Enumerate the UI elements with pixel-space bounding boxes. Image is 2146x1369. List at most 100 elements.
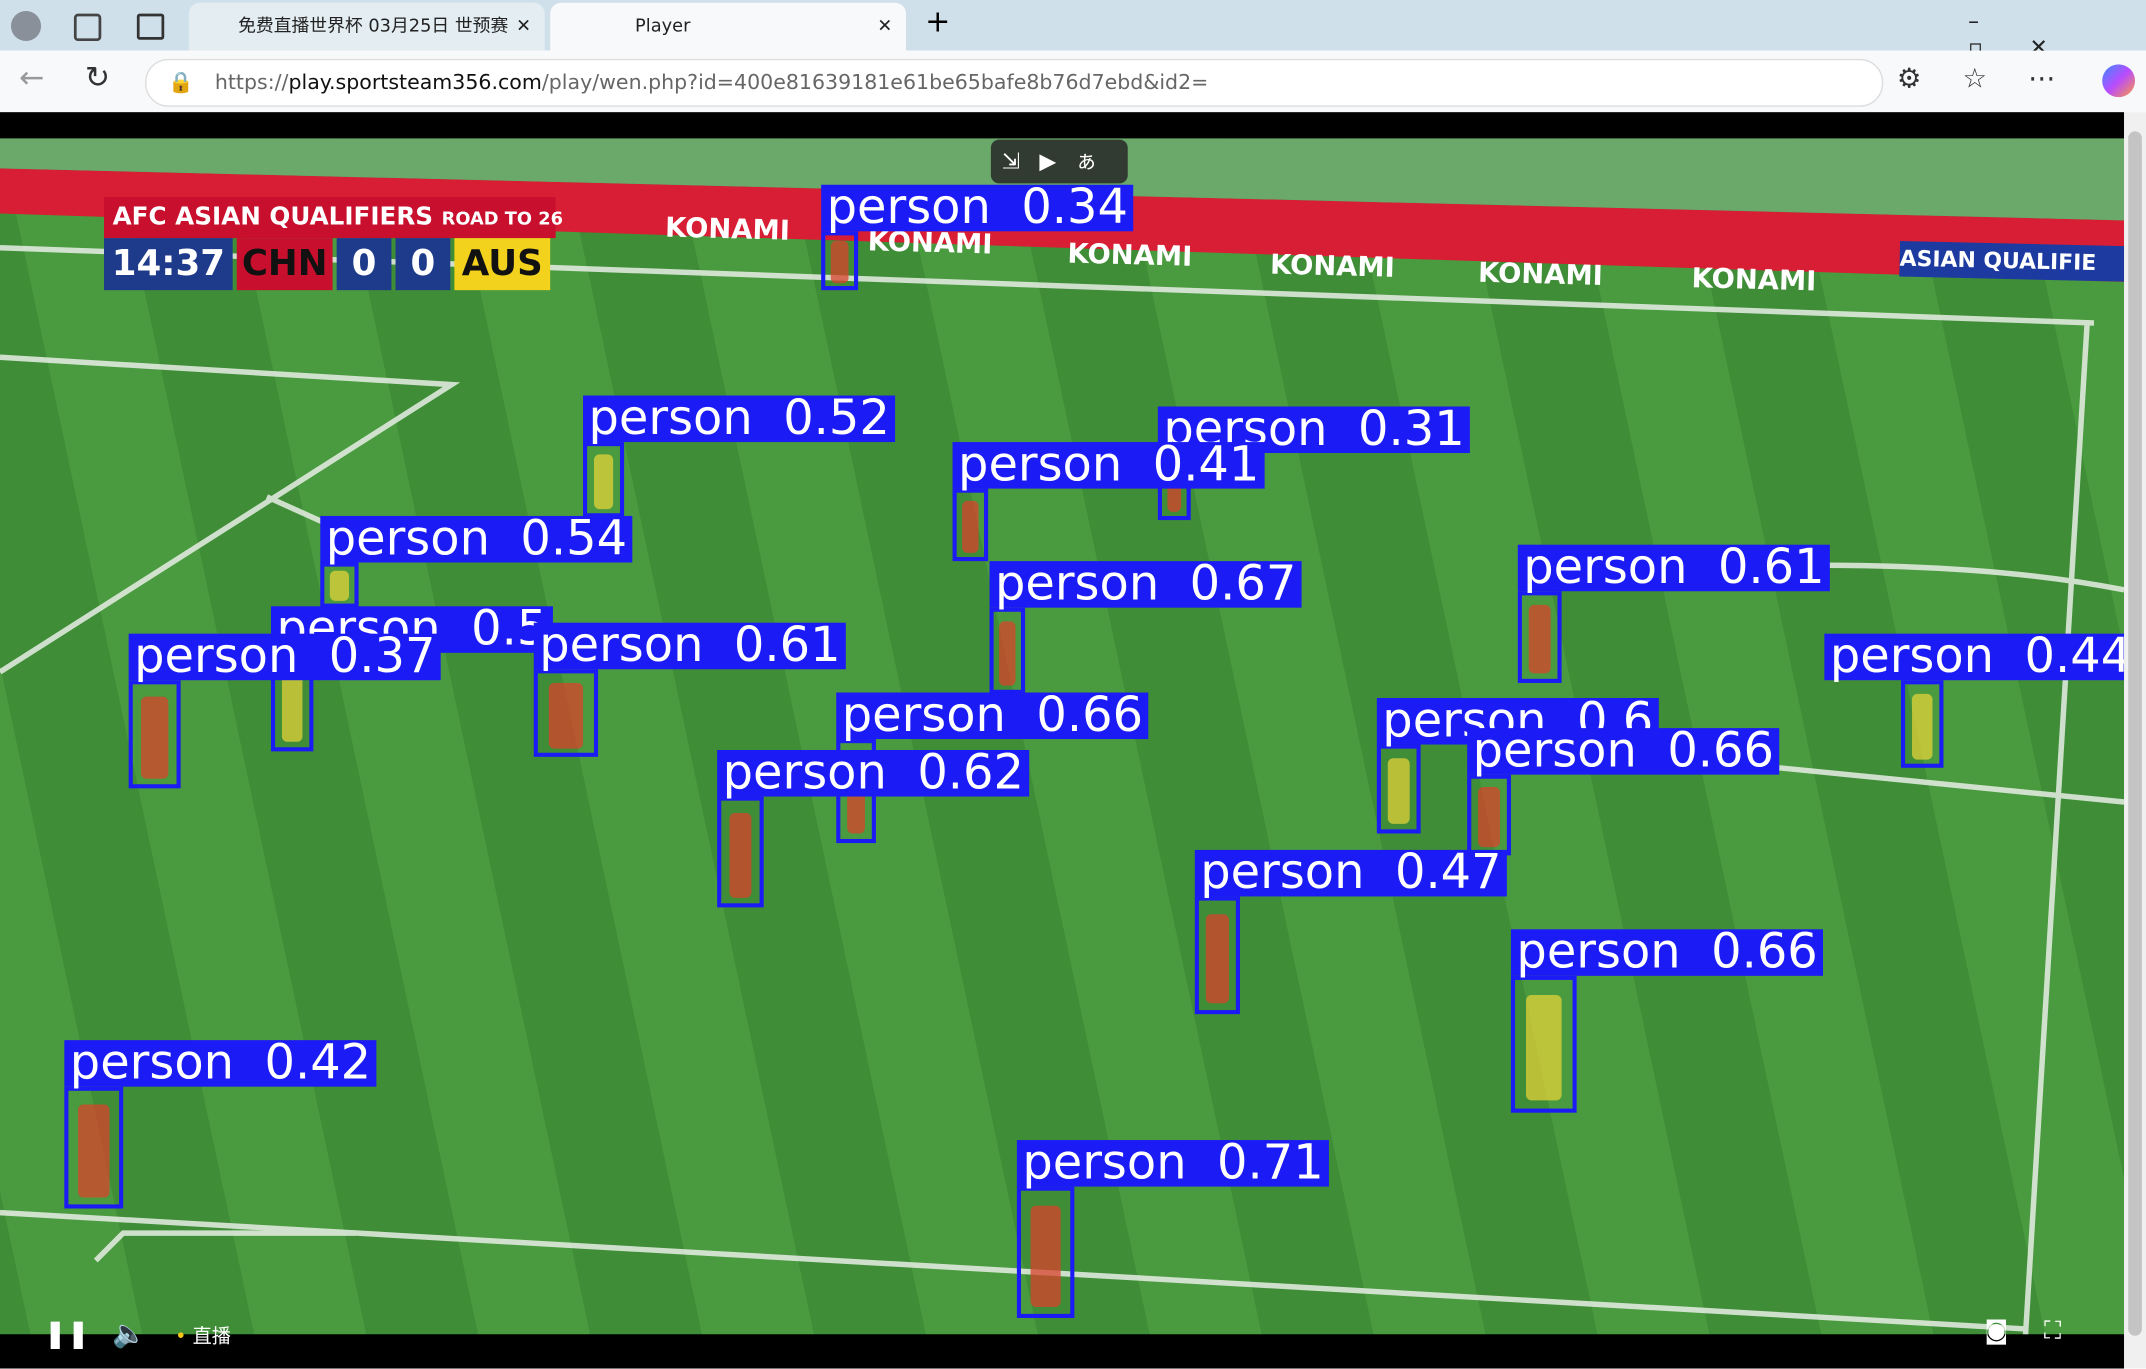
player — [1206, 913, 1229, 1004]
reload[interactable]: ↻ — [84, 61, 111, 96]
home-score: 0 — [336, 238, 392, 291]
detection-box — [128, 680, 181, 789]
player — [549, 682, 583, 748]
tab-active[interactable]: Player ✕ — [550, 2, 907, 51]
volume[interactable]: 🔈 — [112, 1316, 147, 1350]
detection-class: person — [539, 618, 704, 674]
player — [330, 571, 349, 602]
detection-class: person — [958, 437, 1123, 493]
detection-class: person — [841, 688, 1006, 744]
detection-class: person — [325, 511, 490, 567]
player — [141, 696, 168, 779]
tab-bar: 免费直播世界杯 03月25日 世预赛 ✕ Player ✕ + –▫✕ — [0, 0, 2146, 60]
letterbox — [0, 1334, 2125, 1369]
tab-title: 免费直播世界杯 03月25日 世预赛 — [238, 16, 509, 37]
pause[interactable]: ❚❚ — [43, 1316, 90, 1350]
player — [1030, 1205, 1061, 1307]
detection-label: person 0.66 — [1510, 929, 1824, 977]
detection-class: person — [1523, 540, 1688, 596]
detection-score: 0.66 — [1711, 925, 1818, 980]
detection-label: person 0.61 — [1517, 544, 1831, 592]
detection-box — [533, 669, 599, 757]
profile-icon[interactable] — [10, 10, 42, 42]
detection-class: person — [722, 745, 887, 801]
detection-class: person — [588, 391, 753, 447]
player — [999, 621, 1016, 686]
detection-label: person 0.54 — [320, 515, 633, 563]
lock-icon: 🔒 — [168, 69, 194, 95]
detection-label: person 0.42 — [64, 1039, 377, 1087]
back[interactable]: ← — [19, 61, 45, 96]
detection-label: person 0.52 — [583, 395, 896, 443]
toolbar-icons[interactable]: ⚙☆⋯ — [1896, 61, 2097, 95]
player — [1388, 758, 1410, 825]
url-path: /play/wen.php?id=400e81639181e61be65bafe… — [541, 69, 1209, 95]
detection-score: 0.61 — [733, 618, 841, 674]
detection-score: 0.47 — [1394, 845, 1502, 901]
tab[interactable]: 免费直播世界杯 03月25日 世预赛 ✕ — [188, 2, 545, 51]
url-scheme: https:// — [214, 69, 289, 95]
close-tab[interactable]: ✕ — [516, 16, 532, 37]
detection-box — [989, 607, 1026, 694]
detection-label: person 0.37 — [128, 633, 441, 681]
live-text: 直播 — [192, 1326, 231, 1349]
copilot[interactable] — [2102, 64, 2136, 98]
close-tab[interactable]: ✕ — [877, 16, 893, 37]
scoreboard-header: AFC ASIAN QUALIFIERS ROAD TO 26 — [104, 197, 563, 239]
detection-label: person 0.67 — [989, 560, 1302, 608]
ad-board-text: KONAMI — [664, 210, 791, 247]
player — [78, 1104, 109, 1198]
ad-board-text: KONAMI — [1477, 255, 1604, 292]
detection-box — [1517, 591, 1562, 683]
player — [1478, 787, 1500, 847]
new-tab[interactable]: + — [925, 5, 951, 40]
detection-score: 0.54 — [520, 511, 628, 567]
away-score: 0 — [395, 238, 451, 291]
competition: AFC ASIAN QUALIFIERS — [112, 202, 434, 232]
detection-score: 0.61 — [1717, 540, 1825, 596]
video-player[interactable]: KONAMI KONAMI KONAMI KONAMI KONAMI KONAMI ASI… — [0, 112, 2125, 1369]
ad-banner: ASIAN QUALIFIE — [1899, 240, 2125, 282]
player — [831, 241, 849, 284]
detection-box — [717, 796, 764, 908]
tab-title: Player — [635, 16, 691, 37]
detection-class: person — [826, 180, 991, 236]
detection-score: 0.37 — [328, 629, 436, 685]
detection-score: 0.62 — [917, 745, 1024, 801]
player — [728, 812, 752, 898]
detection-class: person — [1829, 629, 1995, 685]
letterbox — [0, 112, 2125, 139]
home-team: CHN — [236, 238, 333, 291]
ad-board-text: KONAMI — [1269, 247, 1396, 284]
tab-actions-icon[interactable] — [136, 13, 165, 40]
detection-box — [1376, 744, 1421, 834]
player-right-controls[interactable]: ◙⛶ — [1984, 1316, 2097, 1346]
detection-class: person — [1472, 724, 1637, 779]
detection-label: person 0.44 — [1824, 633, 2125, 681]
collections-icon[interactable] — [73, 13, 102, 42]
detection-class: person — [134, 629, 299, 685]
detection-score: 0.31 — [1358, 402, 1465, 458]
player — [1526, 995, 1562, 1101]
detection-box — [1510, 975, 1577, 1113]
detection-class: person — [994, 557, 1160, 612]
detection-box — [1467, 774, 1511, 856]
detection-score: 0.71 — [1217, 1135, 1324, 1191]
url-field[interactable]: 🔒 https://play.sportsteam356.com/play/we… — [145, 58, 1884, 107]
detection-box — [821, 231, 859, 291]
scoreboard: 14:37 CHN 0 0 AUS — [104, 238, 551, 291]
live-indicator: • 直播 — [175, 1326, 231, 1349]
url-host: play.sportsteam356.com — [288, 69, 542, 95]
detection-score: 0.34 — [1021, 180, 1128, 236]
detection-score: 0.42 — [264, 1036, 372, 1091]
clock: 14:37 — [104, 238, 233, 291]
video-overlay-buttons[interactable]: ⇲▶ぁ — [990, 139, 1128, 184]
detection-class: person — [1022, 1135, 1187, 1191]
detection-class: person — [69, 1036, 235, 1091]
detection-score: 0.67 — [1189, 557, 1297, 612]
detection-box — [320, 562, 359, 608]
scrollbar[interactable] — [2124, 112, 2146, 1369]
detection-box — [952, 488, 989, 562]
